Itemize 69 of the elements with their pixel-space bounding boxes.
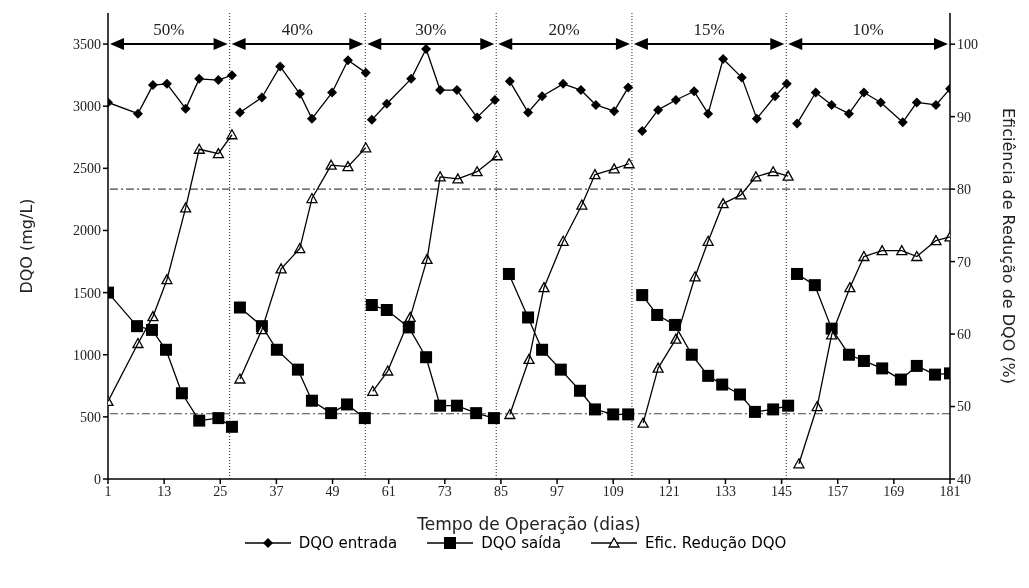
point xyxy=(366,114,377,125)
y2-tick-label: 70 xyxy=(957,254,971,270)
y-tick-label: 1000 xyxy=(73,347,101,363)
point xyxy=(234,107,245,118)
y-tick-label: 3000 xyxy=(73,99,101,115)
point xyxy=(358,412,371,425)
point xyxy=(367,385,379,396)
point xyxy=(637,417,649,428)
point xyxy=(636,289,649,302)
point xyxy=(623,82,634,93)
x-tick-label: 13 xyxy=(157,483,172,499)
x-tick-label: 97 xyxy=(550,483,565,499)
y2-tick-label: 90 xyxy=(957,109,971,125)
x-tick-label: 109 xyxy=(602,483,624,499)
point xyxy=(622,408,635,421)
y-tick-label: 3500 xyxy=(73,37,101,53)
point xyxy=(360,67,371,78)
point xyxy=(792,118,803,129)
x-tick-label: 157 xyxy=(827,483,849,499)
point xyxy=(225,420,238,433)
x-tick-label: 61 xyxy=(381,483,396,499)
x-tick-label: 145 xyxy=(771,483,793,499)
point xyxy=(234,373,246,384)
y-tick-label: 0 xyxy=(94,471,101,487)
point xyxy=(502,267,515,280)
x-tick-label: 169 xyxy=(883,483,905,499)
point xyxy=(781,78,792,89)
y-tick-label: 2000 xyxy=(73,223,101,239)
y2-tick-label: 60 xyxy=(957,327,971,343)
y2-tick-label: 80 xyxy=(957,182,971,198)
point xyxy=(233,301,246,314)
point xyxy=(782,170,794,181)
point xyxy=(504,408,516,420)
x-tick-label: 25 xyxy=(213,483,228,499)
y2-tick-label: 50 xyxy=(957,399,971,415)
x-tick-label: 85 xyxy=(493,483,508,499)
y2-tick-label: 100 xyxy=(957,37,978,53)
annotation: 30% xyxy=(415,20,447,40)
point xyxy=(504,76,515,87)
x-tick-label: 133 xyxy=(714,483,736,499)
annotation: 15% xyxy=(693,20,725,40)
y-axis-title: DQO (mg/L) xyxy=(16,198,36,294)
point xyxy=(487,412,500,425)
point xyxy=(450,399,463,412)
annotation: 10% xyxy=(852,20,884,40)
point xyxy=(365,299,378,312)
x-tick-label: 37 xyxy=(269,483,284,499)
legend-label: Efic. Redução DQO xyxy=(645,534,787,552)
point xyxy=(607,408,620,421)
point xyxy=(226,70,237,81)
y-tick-label: 500 xyxy=(80,409,101,425)
y2-axis-title: Eficiência de Redução de DQO (%) xyxy=(999,107,1019,385)
annotation: 50% xyxy=(153,20,185,40)
x-tick-label: 73 xyxy=(437,483,452,499)
point xyxy=(434,399,447,412)
x-tick-label: 49 xyxy=(325,483,340,499)
legend-label: DQO saída xyxy=(481,534,562,552)
annotation: 20% xyxy=(548,20,580,40)
x-tick-label: 121 xyxy=(658,483,680,499)
x-tick-label: 1 xyxy=(104,483,112,499)
point xyxy=(637,126,648,137)
legend-label: DQO entrada xyxy=(298,534,398,552)
y-tick-label: 2500 xyxy=(73,161,101,177)
y-tick-label: 1500 xyxy=(73,285,101,301)
x-axis-title: Tempo de Operação (dias) xyxy=(416,514,641,534)
point xyxy=(782,399,795,412)
point xyxy=(791,267,804,280)
point xyxy=(489,94,500,105)
annotation: 40% xyxy=(281,20,314,40)
